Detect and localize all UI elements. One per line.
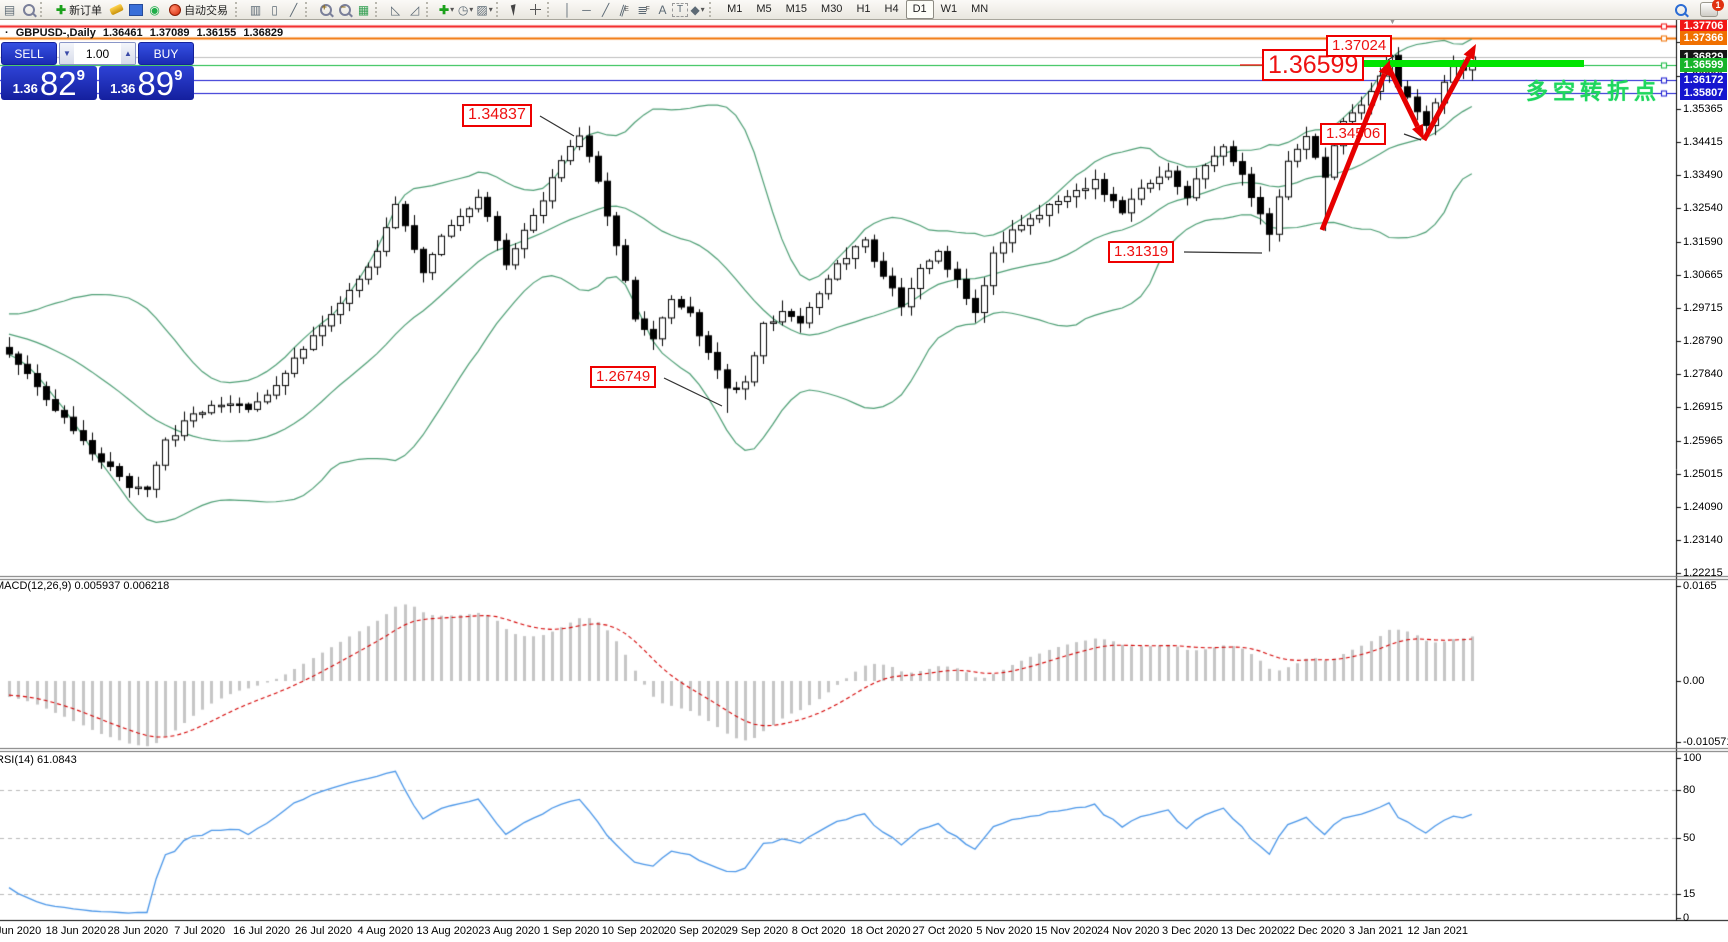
toolbar-separator [709, 2, 718, 17]
cursor-icon[interactable] [507, 2, 526, 18]
candlestick-icon[interactable]: ▯ [271, 2, 278, 17]
channel-icon[interactable]: ∥ E [618, 1, 629, 18]
bid-big: 82 [39, 65, 77, 102]
toolbar-separator [40, 2, 49, 17]
indicator-up-icon[interactable]: ◺ [390, 2, 401, 17]
crosshair-icon[interactable] [526, 2, 545, 18]
template-icon[interactable]: ▨ ▾ [476, 2, 493, 17]
volume-control: ▼ ▲ [59, 42, 136, 65]
vline-icon[interactable]: │ [563, 2, 572, 17]
toolbar: ▤ ✚ 新订单 ◉ 自动交易 ▥ ▯ ╱ + − ▦ ◺ ◿ ✚ ▾ ◷ ▾ ▨ ▾ … [0, 0, 1728, 20]
zoom-out-icon[interactable]: − [335, 2, 354, 18]
shapes-icon[interactable]: ◆ ▾ [690, 2, 705, 17]
bid-pip: 9 [76, 67, 85, 84]
ohlc-low: 1.36155 [196, 27, 237, 39]
signal-icon[interactable]: ◉ [149, 2, 160, 17]
volume-decrease-button[interactable]: ▼ [60, 43, 74, 64]
tf-d1[interactable]: D1 [905, 0, 934, 19]
autotrade-icon [169, 3, 182, 16]
period-clock-icon[interactable]: ◷ ▾ [457, 2, 474, 17]
notification-icon[interactable]: 1 [1700, 0, 1724, 17]
ohlc-high: 1.37089 [149, 27, 190, 39]
chart-shift-triangle-icon: ▼ [1388, 16, 1397, 26]
indicator-down-icon[interactable]: ◿ [409, 2, 420, 17]
ask-price[interactable]: 1.36 89 9 [98, 65, 194, 102]
toolbar-separator [496, 2, 505, 17]
new-order-icon: ✚ [56, 2, 67, 17]
new-order-label: 新订单 [69, 4, 103, 17]
tf-m1[interactable]: M1 [727, 3, 743, 15]
tf-h4[interactable]: H4 [884, 3, 899, 15]
cn-turning-point-note: 多空转折点 [1526, 79, 1662, 104]
search-icon[interactable] [1671, 2, 1690, 18]
ohlc-close: 1.36829 [243, 27, 284, 39]
fibonacci-icon[interactable]: ≣ F [637, 2, 650, 17]
toolbar-separator [547, 2, 556, 17]
tf-m30[interactable]: M30 [821, 3, 843, 15]
ohlc-open: 1.36461 [102, 27, 143, 39]
chart-symbol-period: GBPUSD-,Daily [15, 27, 96, 39]
chart-title-bullet: · [5, 27, 9, 39]
macd-label: MACD(12,26,9) 0.005937 0.006218 [0, 580, 170, 592]
text-label-icon[interactable]: T [672, 2, 689, 17]
sell-button[interactable]: SELL [1, 42, 57, 65]
tf-m15[interactable]: M15 [785, 3, 808, 15]
crayon-icon[interactable] [107, 2, 126, 18]
toolbar-separator [235, 2, 244, 17]
add-indicator-icon[interactable]: ✚ ▾ [439, 2, 455, 17]
rsi-label: RSI(14) 61.0843 [0, 754, 77, 766]
zoom-in-icon[interactable]: + [316, 2, 335, 18]
buy-button[interactable]: BUY [138, 42, 194, 65]
chart-window-icon[interactable]: ▤ [3, 2, 16, 17]
autotrade-button[interactable]: 自动交易 [164, 1, 233, 18]
text-icon[interactable]: A [658, 2, 667, 17]
toolbar-separator [305, 2, 314, 17]
ask-prefix: 1.36 [110, 81, 136, 96]
tf-mn[interactable]: MN [971, 3, 989, 15]
trendline-icon[interactable]: ╱ [601, 2, 610, 17]
line-chart-icon[interactable]: ╱ [289, 2, 298, 17]
toolbar-separator [426, 2, 435, 17]
tf-h1[interactable]: H1 [856, 3, 871, 15]
new-order-button[interactable]: ✚ 新订单 [51, 1, 107, 18]
tf-m5[interactable]: M5 [756, 3, 772, 15]
bid-price[interactable]: 1.36 82 9 [1, 66, 97, 100]
market-watch-icon[interactable] [19, 2, 38, 18]
autotrade-label: 自动交易 [184, 4, 229, 17]
volume-increase-button[interactable]: ▲ [121, 43, 135, 64]
toolbar-separator [375, 2, 384, 17]
tile-windows-icon[interactable]: ▦ [357, 2, 370, 17]
bid-prefix: 1.36 [12, 81, 38, 96]
volume-input[interactable] [74, 43, 121, 64]
notification-badge: 1 [1712, 0, 1724, 11]
hline-icon[interactable]: ─ [582, 2, 591, 17]
tf-w1[interactable]: W1 [940, 3, 958, 15]
ask-big: 89 [137, 65, 175, 102]
ask-pip: 9 [174, 67, 183, 84]
terminal-icon[interactable] [126, 2, 145, 18]
bar-chart-icon[interactable]: ▥ [249, 2, 262, 17]
chart-title: · GBPUSD-,Daily 1.36461 1.37089 1.36155 … [5, 27, 287, 39]
